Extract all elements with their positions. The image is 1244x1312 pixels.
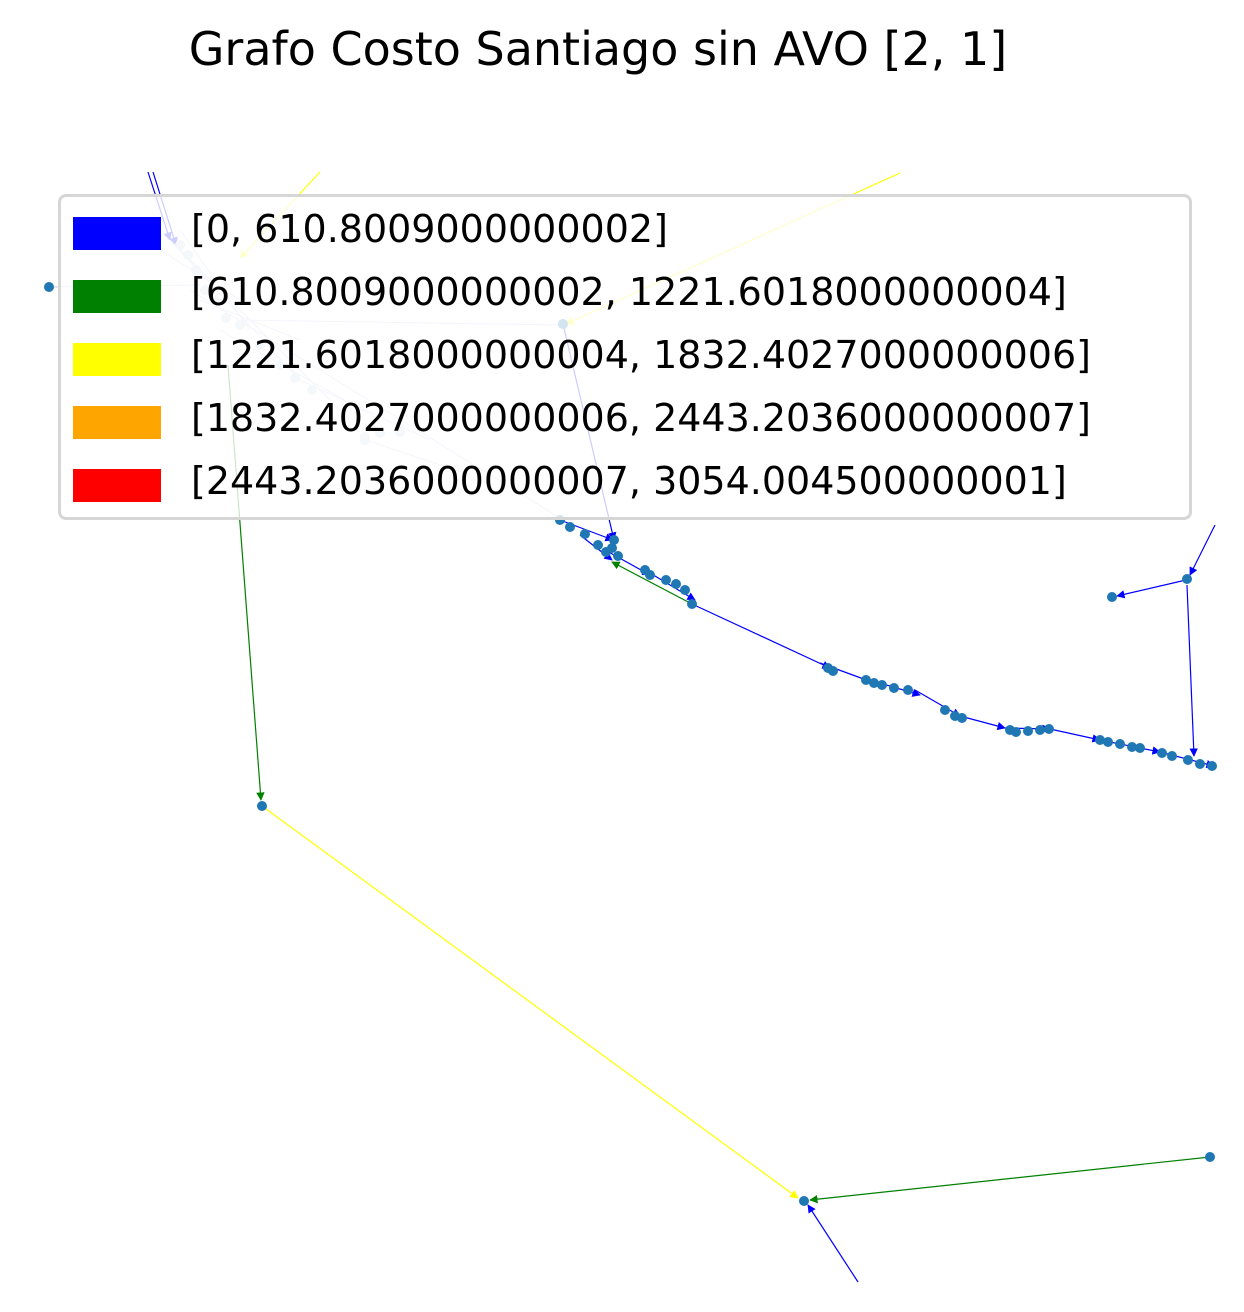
graph-node — [877, 680, 887, 690]
graph-node — [828, 666, 838, 676]
graph-node — [1183, 755, 1193, 765]
graph-edge — [1186, 584, 1198, 757]
legend-swatch — [73, 469, 161, 502]
graph-node — [1127, 742, 1137, 752]
graph-edge — [1116, 579, 1187, 599]
graph-node — [607, 543, 617, 553]
legend-swatch — [73, 406, 161, 439]
legend-label: [610.8009000000002, 1221.6018000000004] — [191, 270, 1067, 314]
graph-node — [1103, 737, 1113, 747]
graph-node — [1157, 748, 1167, 758]
graph-node — [1205, 1152, 1215, 1162]
legend-swatch — [73, 280, 161, 313]
graph-node — [903, 685, 913, 695]
graph-node — [1095, 735, 1105, 745]
legend-label: [0, 610.8009000000002] — [191, 207, 668, 251]
graph-node — [957, 713, 967, 723]
graph-node — [687, 599, 697, 609]
graph-node — [1011, 727, 1021, 737]
legend-swatch — [73, 217, 161, 250]
chart-title: Grafo Costo Santiago sin AVO [2, 1] — [188, 22, 1008, 76]
graph-node — [1195, 759, 1205, 769]
graph-node — [1207, 761, 1217, 771]
graph-edge — [1189, 524, 1216, 576]
graph-node — [869, 678, 879, 688]
legend: [0, 610.8009000000002] [610.800900000000… — [58, 194, 1192, 520]
graph-node — [1182, 574, 1192, 584]
graph-node — [565, 522, 575, 532]
graph-node — [44, 282, 54, 292]
graph-node — [671, 579, 681, 589]
graph-node — [1035, 725, 1045, 735]
graph-node — [799, 1196, 809, 1206]
graph-edge — [1049, 728, 1101, 743]
graph-edge — [691, 603, 831, 669]
graph-edge — [261, 805, 799, 1199]
graph-node — [1115, 739, 1125, 749]
graph-node — [1135, 743, 1145, 753]
graph-node — [1107, 592, 1117, 602]
graph-node — [613, 551, 623, 561]
graph-node — [861, 675, 871, 685]
graph-edge — [809, 1156, 1211, 1204]
graph-node — [680, 585, 690, 595]
graph-edge — [959, 715, 1006, 731]
graph-node — [257, 801, 267, 811]
graph-node — [593, 540, 603, 550]
legend-label: [1832.4027000000006, 2443.2036000000007] — [191, 396, 1091, 440]
graph-node — [661, 575, 671, 585]
graph-node — [645, 570, 655, 580]
legend-label: [1221.6018000000004, 1832.4027000000006] — [191, 333, 1091, 377]
graph-node — [940, 705, 950, 715]
legend-label: [2443.2036000000007, 3054.004500000001] — [191, 459, 1067, 503]
legend-swatch — [73, 343, 161, 376]
graph-edge — [611, 561, 693, 605]
graph-node — [1023, 726, 1033, 736]
graph-node — [1167, 751, 1177, 761]
graph-node — [889, 683, 899, 693]
graph-node — [1044, 724, 1054, 734]
graph-node — [580, 529, 590, 539]
graph-edge — [914, 689, 961, 717]
graph-node — [609, 535, 619, 545]
graph-edge — [807, 1204, 859, 1283]
